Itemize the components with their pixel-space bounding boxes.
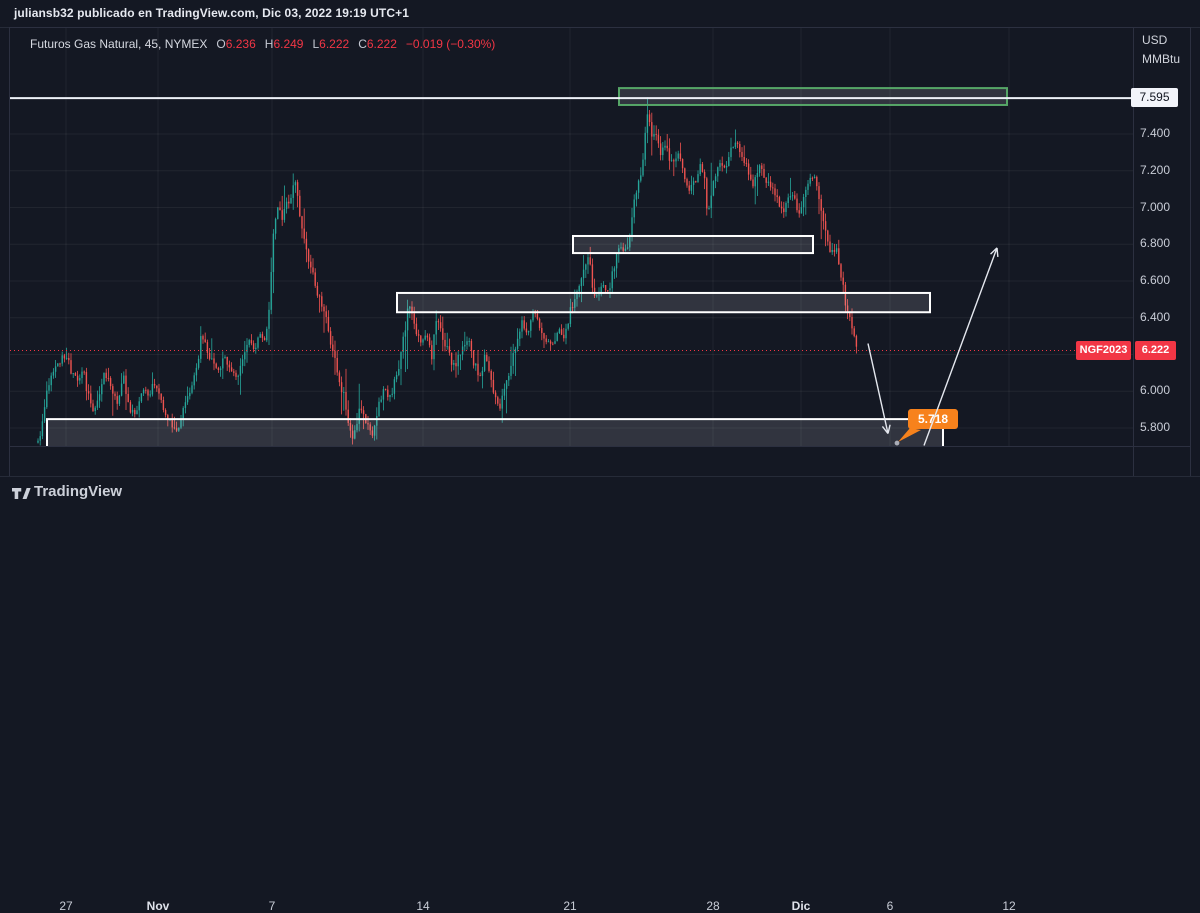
candles-layer <box>37 97 858 446</box>
target-box-top[interactable] <box>618 87 1008 106</box>
tradingview-brand-text[interactable]: TradingView <box>34 483 123 500</box>
time-tick-label: 7 <box>268 899 276 913</box>
high-label: H <box>264 37 274 51</box>
drawing-zones <box>46 87 1008 446</box>
publisher-text: juliansb32 publicado en TradingView.com,… <box>14 6 409 20</box>
price-axis-separator <box>1133 28 1134 476</box>
price-axis[interactable]: USD MMBtu 7.400 7.200 7.000 6.800 6.600 6.400… <box>1134 28 1190 446</box>
price-tick-label: 6.000 <box>1140 383 1171 398</box>
publisher-bar: juliansb32 publicado en TradingView.com,… <box>0 0 1200 28</box>
last-price-badge: 6.222 <box>1135 340 1176 360</box>
footer-bar: TradingView <box>0 476 1200 508</box>
currency-label: USD <box>1142 33 1168 47</box>
open-value: 6.236 <box>225 37 256 51</box>
price-tick-label: 7.000 <box>1140 199 1171 214</box>
projection-arrow-down[interactable] <box>867 343 891 434</box>
close-value: 6.222 <box>366 37 397 51</box>
change-value: −0.019 (−0.30%) <box>405 37 496 51</box>
time-tick-label: 6 <box>886 899 894 913</box>
low-value: 6.222 <box>319 37 350 51</box>
supply-zone-upper[interactable] <box>572 234 814 255</box>
high-value: 6.249 <box>273 37 304 51</box>
time-tick-label: 12 <box>1002 899 1016 913</box>
time-axis[interactable]: 27 Nov 7 14 21 28 Dic 6 12 <box>0 446 1133 913</box>
time-tick-label: 27 <box>59 899 73 913</box>
unit-label: MMBtu <box>1142 52 1181 66</box>
time-tick-label: 28 <box>706 899 720 913</box>
axis-units: USD MMBtu <box>1142 31 1180 69</box>
open-label: O <box>216 37 226 51</box>
time-tick-label: 21 <box>563 899 577 913</box>
projection-arrow-up[interactable] <box>923 247 999 446</box>
chart-pane[interactable]: 5.718 <box>10 28 1133 446</box>
price-tick-label: 5.800 <box>1140 419 1171 434</box>
symbol-title: Futuros Gas Natural, 45, NYMEX <box>30 37 208 51</box>
low-label: L <box>312 37 320 51</box>
demand-zone-bottom[interactable] <box>47 419 943 446</box>
close-label: C <box>358 37 367 51</box>
price-tick-label: 7.400 <box>1140 126 1171 141</box>
price-tick-label: 6.600 <box>1140 273 1171 287</box>
price-tick-label: 7.200 <box>1140 162 1171 177</box>
time-tick-label: 14 <box>416 899 430 913</box>
contract-badge: NGF2023 <box>1076 340 1131 360</box>
time-tick-label: Dic <box>791 899 811 913</box>
price-tick-label: 6.800 <box>1140 236 1171 251</box>
time-axis-separator <box>9 446 1190 447</box>
tradingview-logo-icon[interactable] <box>12 486 32 501</box>
price-tick-label: 6.400 <box>1140 309 1171 324</box>
time-tick-label: Nov <box>146 899 170 913</box>
symbol-legend[interactable]: Futuros Gas Natural, 45, NYMEX O6.236 H6.2… <box>30 36 495 52</box>
supply-zone-mid[interactable] <box>396 291 931 314</box>
level-price-badge: 7.595 <box>1131 88 1178 108</box>
